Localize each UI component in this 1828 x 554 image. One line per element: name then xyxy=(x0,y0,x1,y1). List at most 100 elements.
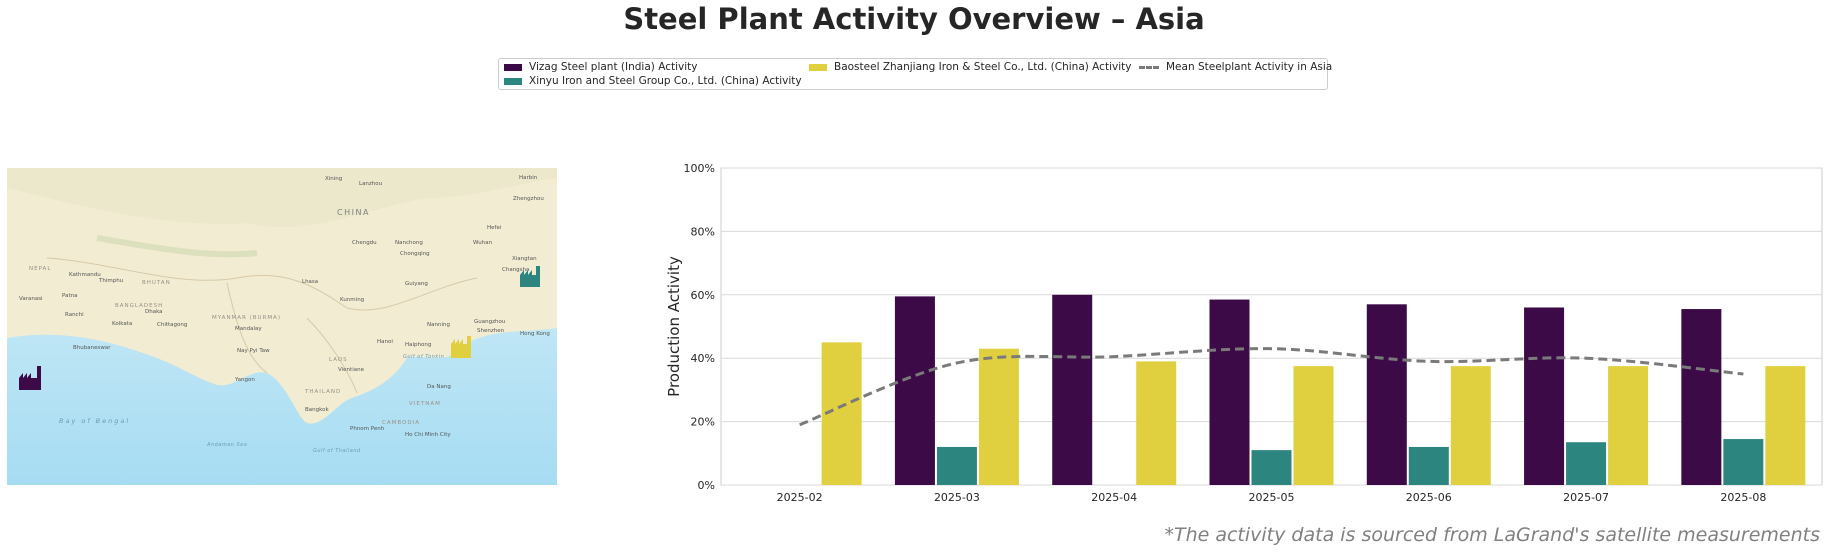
asia-map: CHINA Xining Lanzhou Harbin Zhengzhou Ch… xyxy=(7,168,557,485)
map-country: VIETNAM xyxy=(409,401,441,407)
legend-item-zhanjiang: Baosteel Zhanjiang Iron & Steel Co., Ltd… xyxy=(809,61,1131,73)
bar-2 xyxy=(1723,439,1764,485)
page-title: Steel Plant Activity Overview – Asia xyxy=(623,2,1205,36)
map-place: Nay Pyi Taw xyxy=(237,348,270,354)
y-axis-label: Production Activity xyxy=(665,256,683,397)
map-place: Kunming xyxy=(340,297,364,303)
map-place: Thimphu xyxy=(98,278,123,284)
legend-label-zhanjiang: Baosteel Zhanjiang Iron & Steel Co., Ltd… xyxy=(834,61,1132,73)
map-place: Haiphong xyxy=(405,342,431,348)
legend-label-vizag: Vizag Steel plant (India) Activity xyxy=(529,61,698,73)
map-water: Andaman Sea xyxy=(206,442,247,448)
y-tick-label: 80% xyxy=(691,225,715,238)
bar-3 xyxy=(1136,361,1177,485)
x-tick-label: 2025-03 xyxy=(934,491,980,504)
map-place: Kolkata xyxy=(112,321,132,327)
bar-3 xyxy=(1293,366,1334,485)
xinyu-plant-icon xyxy=(520,266,540,287)
x-tick-label: 2025-05 xyxy=(1249,491,1295,504)
grid-layer xyxy=(720,167,1823,486)
map-water: Gulf of Thailand xyxy=(313,448,361,454)
map-place: Guiyang xyxy=(405,281,428,287)
map-svg: CHINA Xining Lanzhou Harbin Zhengzhou Ch… xyxy=(7,168,557,485)
map-country: BHUTAN xyxy=(142,280,171,286)
legend-swatch-xinyu xyxy=(504,77,522,85)
axis-layer: 0% 20% 40% 60% 80% 100% Production Activity 202… xyxy=(665,162,1766,504)
map-place-labels: Xining Lanzhou Harbin Zhengzhou Chengdu … xyxy=(19,175,550,438)
map-place: Hefei xyxy=(487,225,502,231)
map-country: MYANMAR (BURMA) xyxy=(212,315,281,321)
map-country: LAOS xyxy=(329,357,348,363)
map-place: Xiangtan xyxy=(512,256,537,262)
legend-swatch-mean xyxy=(1139,65,1159,69)
map-place: Chengdu xyxy=(352,240,377,246)
bar-1 xyxy=(1366,304,1407,485)
bar-3 xyxy=(821,342,862,485)
bar-1 xyxy=(1681,309,1722,485)
legend-item-xinyu: Xinyu Iron and Steel Group Co., Ltd. (Ch… xyxy=(504,75,802,87)
x-tick-label: 2025-08 xyxy=(1720,491,1766,504)
map-plateau xyxy=(7,168,557,228)
map-country: NEPAL xyxy=(29,266,51,272)
map-place: Bangkok xyxy=(305,407,329,413)
legend-item-vizag: Vizag Steel plant (India) Activity xyxy=(504,61,697,73)
bar-2 xyxy=(936,446,977,485)
bar-3 xyxy=(1450,366,1491,485)
map-place: Shenzhen xyxy=(477,328,505,334)
plot-frame xyxy=(720,167,1823,486)
map-place: Chittagong xyxy=(157,322,187,328)
x-tick-label: 2025-02 xyxy=(777,491,823,504)
map-place: Varanasi xyxy=(19,296,43,302)
legend-label-xinyu: Xinyu Iron and Steel Group Co., Ltd. (Ch… xyxy=(529,75,802,87)
map-place: Bhubaneswar xyxy=(73,345,111,351)
map-place: Guangzhou xyxy=(474,319,505,325)
map-border-3 xyxy=(306,317,358,394)
map-place: Kathmandu xyxy=(69,272,101,278)
map-water: Bay of Bengal xyxy=(59,417,130,425)
map-place: Da Nang xyxy=(427,384,451,390)
vizag-plant-icon xyxy=(19,366,41,390)
map-country-labels: THAILAND LAOS VIETNAM CAMBODIA MYANMAR (… xyxy=(29,266,441,426)
bar-1 xyxy=(894,296,935,485)
map-border-2 xyxy=(226,282,268,374)
map-water-labels: Bay of Bengal Andaman Sea Gulf of Tonkin… xyxy=(59,354,444,454)
map-place: Nanchong xyxy=(395,240,423,246)
x-tick-label: 2025-07 xyxy=(1563,491,1609,504)
y-tick-label: 60% xyxy=(691,289,715,302)
legend-label-mean: Mean Steelplant Activity in Asia xyxy=(1166,61,1333,73)
legend-swatch-zhanjiang xyxy=(809,63,827,71)
zhanjiang-plant-icon xyxy=(451,336,471,358)
map-country: CAMBODIA xyxy=(382,420,420,426)
map-place: Lhasa xyxy=(302,279,318,285)
map-place: Patna xyxy=(62,293,77,299)
data-source-footnote: *The activity data is sourced from LaGra… xyxy=(1164,524,1820,546)
y-tick-label: 20% xyxy=(691,416,715,429)
bar-layer xyxy=(821,294,1806,485)
map-country: THAILAND xyxy=(304,389,341,395)
map-relief xyxy=(96,235,258,258)
bar-3 xyxy=(1765,366,1806,485)
mean-activity-line xyxy=(799,347,1744,427)
bar-1 xyxy=(1052,294,1093,485)
map-place: Changsha xyxy=(502,267,529,273)
map-place: Hanoi xyxy=(377,339,393,345)
map-place: Nanning xyxy=(427,322,450,328)
map-place: Hong Kong xyxy=(520,331,550,337)
map-place: Yangon xyxy=(234,377,255,383)
map-place: Dhaka xyxy=(145,309,163,315)
map-place: Vientiane xyxy=(338,367,365,373)
map-place: Mandalay xyxy=(235,326,262,332)
y-tick-label: 0% xyxy=(698,479,715,492)
bar-3 xyxy=(1608,366,1649,485)
bar-2 xyxy=(1408,446,1449,485)
map-country: BANGLADESH xyxy=(115,303,163,309)
bar-1 xyxy=(1524,307,1565,485)
y-tick-label: 100% xyxy=(684,162,715,175)
map-place: Lanzhou xyxy=(359,181,382,187)
chart-legend: Vizag Steel plant (India) Activity Xinyu… xyxy=(498,58,1332,90)
line-layer xyxy=(799,347,1744,427)
map-water: Gulf of Tonkin xyxy=(403,354,444,360)
bar-1 xyxy=(1209,299,1250,485)
map-place: Wuhan xyxy=(473,240,493,246)
map-place: Zhengzhou xyxy=(513,196,544,202)
